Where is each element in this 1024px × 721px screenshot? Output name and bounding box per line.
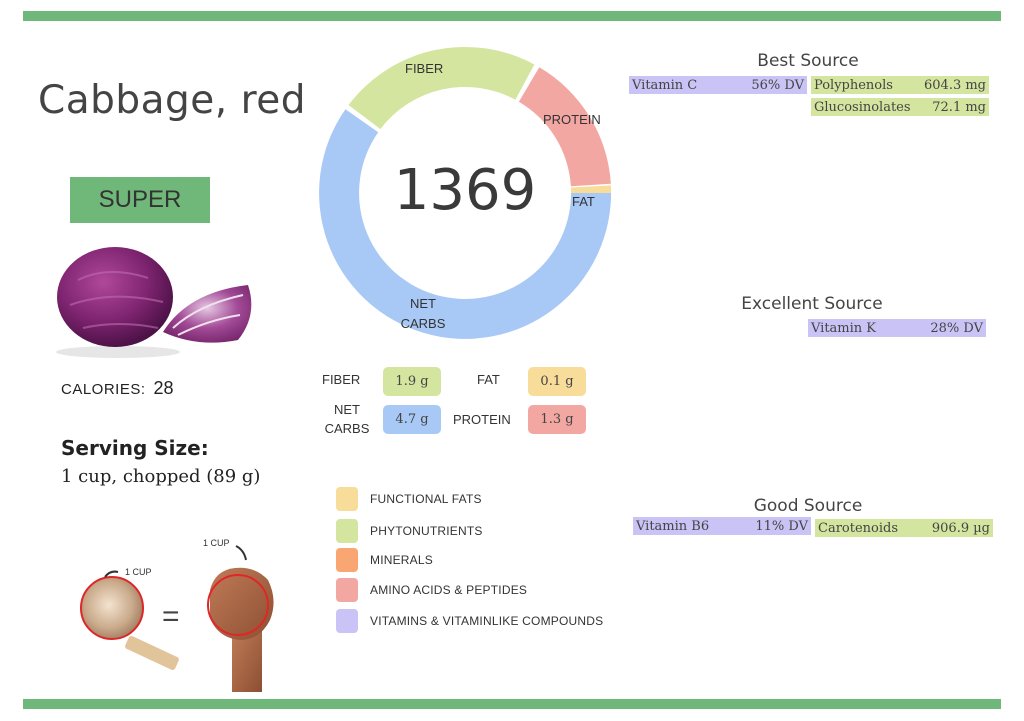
- donut-label-fiber: FIBER: [405, 61, 444, 76]
- legend-item-vitamins: VITAMINS & VITAMINLIKE COMPOUNDS: [336, 609, 603, 633]
- calories-label: CALORIES:: [61, 381, 146, 398]
- best-source-heading: Best Source: [757, 51, 859, 71]
- macro-value-fat: 0.1 g: [528, 367, 586, 396]
- calories: CALORIES: 28: [61, 378, 174, 399]
- serving-size-value: 1 cup, chopped (89 g): [61, 466, 261, 487]
- equals-sign: =: [162, 600, 180, 633]
- nutrient-name: Vitamin B6: [636, 518, 710, 534]
- macro-label-carbs: CARBS: [324, 421, 370, 436]
- legend-label: FUNCTIONAL FATS: [370, 492, 482, 506]
- nutrient-value: 72.1 mg: [932, 99, 986, 115]
- top-accent-bar: [23, 11, 1001, 21]
- legend-label: VITAMINS & VITAMINLIKE COMPOUNDS: [370, 614, 604, 628]
- legend-item-phytonutrients: PHYTONUTRIENTS: [336, 519, 483, 543]
- legend-swatch: [336, 487, 358, 511]
- legend-swatch: [336, 578, 358, 602]
- legend-swatch: [336, 548, 358, 572]
- nutrient-vitamin-b6: Vitamin B6 11% DV: [633, 517, 811, 535]
- nutrient-name: Glucosinolates: [814, 99, 911, 115]
- macro-label-net-carbs: NET CARBS: [322, 400, 372, 438]
- fist-label: 1 CUP: [203, 538, 230, 548]
- donut-label-net: NET: [410, 296, 436, 311]
- serving-illustration: 1 CUP = 1 CUP: [70, 530, 290, 695]
- macro-donut-chart: [319, 46, 612, 339]
- legend-label: AMINO ACIDS & PEPTIDES: [370, 583, 528, 597]
- macro-value-fiber: 1.9 g: [383, 367, 441, 396]
- red-cabbage-image: [56, 247, 252, 358]
- macro-label-fat: FAT: [477, 372, 500, 387]
- nutrient-glucosinolates: Glucosinolates 72.1 mg: [811, 98, 989, 116]
- donut-label-protein: PROTEIN: [543, 112, 601, 127]
- cup-fist-illustration: 1 CUP = 1 CUP: [80, 538, 274, 692]
- nutrient-value: 28% DV: [930, 320, 983, 336]
- nutrient-name: Carotenoids: [818, 520, 899, 536]
- donut-segment-protein: [518, 67, 611, 187]
- donut-label-fat: FAT: [572, 194, 595, 209]
- nutrient-polyphenols: Polyphenols 604.3 mg: [811, 76, 989, 94]
- nutrient-vitamin-k: Vitamin K 28% DV: [808, 319, 986, 337]
- excellent-source-heading: Excellent Source: [741, 294, 883, 314]
- legend-label: PHYTONUTRIENTS: [370, 524, 483, 538]
- nutrient-name: Vitamin K: [811, 320, 876, 336]
- macro-value-protein: 1.3 g: [528, 405, 586, 434]
- nutrient-value: 906.9 µg: [931, 520, 990, 536]
- donut-segment-fiber: [348, 46, 535, 130]
- donut-segment-net-carbs: [319, 109, 612, 339]
- macro-label-net: NET: [334, 402, 360, 417]
- bottom-accent-bar: [23, 699, 1001, 709]
- macro-value-net-carbs: 4.7 g: [383, 405, 441, 434]
- food-title: Cabbage, red: [38, 78, 307, 123]
- serving-size-title: Serving Size:: [61, 436, 209, 460]
- nutrient-value: 56% DV: [751, 77, 804, 93]
- donut-segment-fat: [570, 185, 612, 193]
- calories-value: 28: [153, 378, 174, 398]
- cup-label: 1 CUP: [125, 567, 152, 577]
- macro-label-fiber: FIBER: [322, 372, 361, 387]
- nutrient-score: 1369: [393, 158, 537, 223]
- nutrient-carotenoids: Carotenoids 906.9 µg: [815, 519, 993, 537]
- legend-item-amino-acids: AMINO ACIDS & PEPTIDES: [336, 578, 527, 602]
- good-source-heading: Good Source: [753, 496, 863, 516]
- nutrient-name: Vitamin C: [632, 77, 698, 93]
- macro-label-protein: PROTEIN: [453, 412, 511, 427]
- nutrient-value: 604.3 mg: [924, 77, 986, 93]
- donut-label-carbs: CARBS: [400, 316, 446, 331]
- legend-item-minerals: MINERALS: [336, 548, 433, 572]
- nutrient-name: Polyphenols: [814, 77, 893, 93]
- donut-label-net-carbs: NET CARBS: [398, 294, 448, 334]
- nutrient-value: 11% DV: [755, 518, 808, 534]
- nutrient-vitamin-c: Vitamin C 56% DV: [629, 76, 807, 94]
- legend-swatch: [336, 519, 358, 543]
- legend-swatch: [336, 609, 358, 633]
- legend-label: MINERALS: [370, 553, 433, 567]
- legend-item-functional-fats: FUNCTIONAL FATS: [336, 487, 482, 511]
- super-badge: SUPER: [70, 177, 210, 223]
